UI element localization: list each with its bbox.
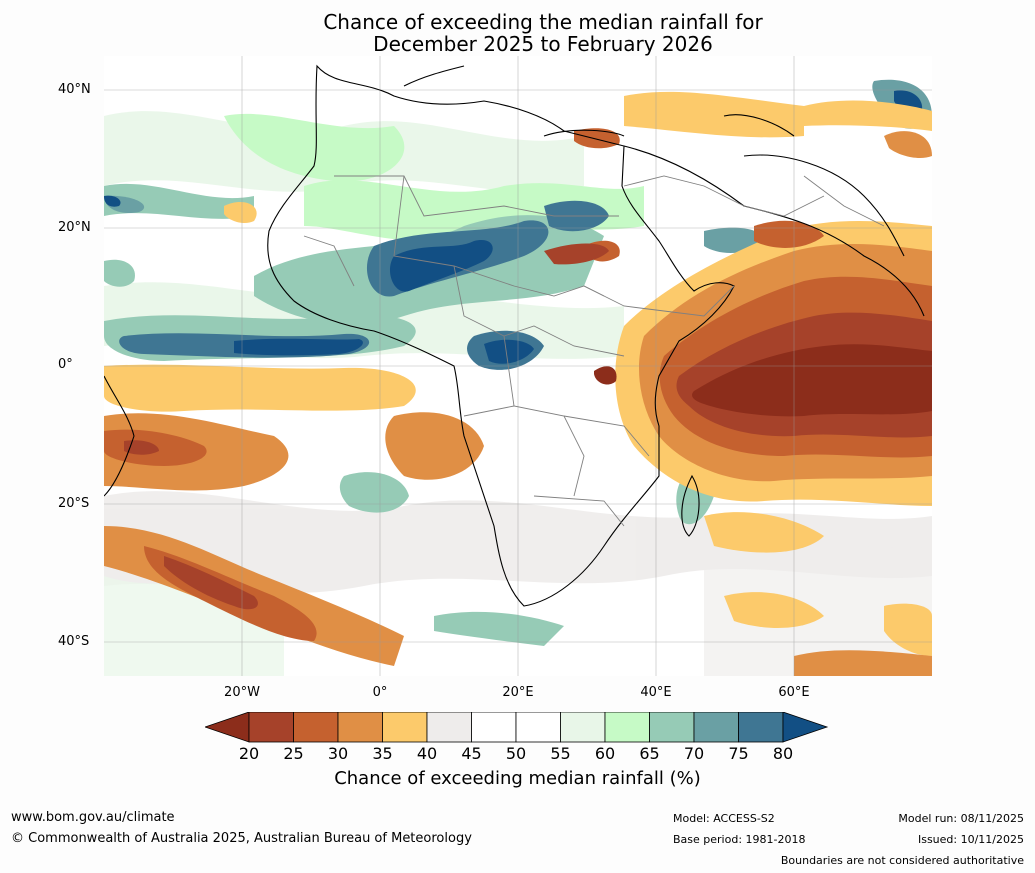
lat-label-0: 0°	[58, 357, 73, 372]
colorbar-segment-30-35	[337, 712, 383, 743]
lon-label-20e: 20°E	[502, 685, 534, 700]
lon-label-0: 0°	[372, 685, 388, 700]
colorbar-tick: 30	[327, 744, 349, 763]
colorbar-tick: 65	[639, 744, 660, 763]
colorbar-tick: 55	[550, 744, 571, 763]
colorbar-tick: 45	[461, 744, 482, 763]
rainfall-map-canvas	[104, 56, 932, 676]
colorbar-arrow-below	[205, 712, 250, 743]
website-link[interactable]: www.bom.gov.au/climate	[11, 810, 175, 825]
lon-label-60e: 60°E	[778, 685, 810, 700]
colorbar-segment-75-80	[738, 712, 784, 743]
country-borders	[303, 175, 885, 527]
base-period-text: Base period: 1981-2018	[673, 833, 806, 846]
colorbar-segment-35-40	[382, 712, 428, 743]
colorbar-segment-45-50	[471, 712, 517, 743]
lon-label-40e: 40°E	[640, 685, 672, 700]
boundaries-disclaimer: Boundaries are not considered authoritat…	[780, 854, 1024, 867]
colorbar-label: Chance of exceeding median rainfall (%)	[334, 768, 701, 789]
colorbar-tick: 20	[238, 744, 260, 763]
lat-label-40s: 40°S	[58, 634, 90, 649]
colorbar-tick: 70	[683, 744, 705, 763]
colorbar-segment-50-55	[515, 712, 561, 743]
colorbar-arrow-above	[782, 712, 829, 743]
coastlines	[104, 64, 925, 607]
colorbar-tick: 25	[283, 744, 304, 763]
map-title-line-1: Chance of exceeding the median rainfall …	[323, 10, 763, 34]
colorbar-segment-60-65	[604, 712, 650, 743]
colorbar-segment-65-70	[649, 712, 695, 743]
colorbar-tick: 75	[728, 744, 749, 763]
lat-label-40n: 40°N	[58, 82, 91, 97]
lat-label-20s: 20°S	[58, 496, 90, 511]
dry-signal-layer	[104, 91, 932, 676]
model-text: Model: ACCESS-S2	[673, 812, 775, 825]
colorbar-segment-25-30	[293, 712, 339, 743]
graticule	[104, 56, 932, 676]
colorbar-segment-40-45	[426, 712, 472, 743]
lat-label-20n: 20°N	[58, 220, 91, 235]
colorbar-tick: 60	[594, 744, 616, 763]
lon-label-20w: 20°W	[224, 685, 260, 700]
colorbar	[205, 712, 829, 743]
copyright-text: © Commonwealth of Australia 2025, Austra…	[11, 831, 472, 846]
colorbar-tick: 35	[372, 744, 393, 763]
colorbar-tick: 50	[505, 744, 527, 763]
model-run-text: Model run: 08/11/2025	[898, 812, 1024, 825]
colorbar-tick: 40	[416, 744, 438, 763]
rainfall-map	[104, 56, 932, 676]
map-title-line-2: December 2025 to February 2026	[373, 32, 713, 56]
colorbar-tick: 80	[772, 744, 794, 763]
colorbar-segment-70-75	[693, 712, 739, 743]
wet-signal-layer	[104, 79, 932, 646]
colorbar-segment-55-60	[560, 712, 606, 743]
issued-text: Issued: 10/11/2025	[917, 833, 1024, 846]
colorbar-segment-20-25	[248, 712, 294, 743]
